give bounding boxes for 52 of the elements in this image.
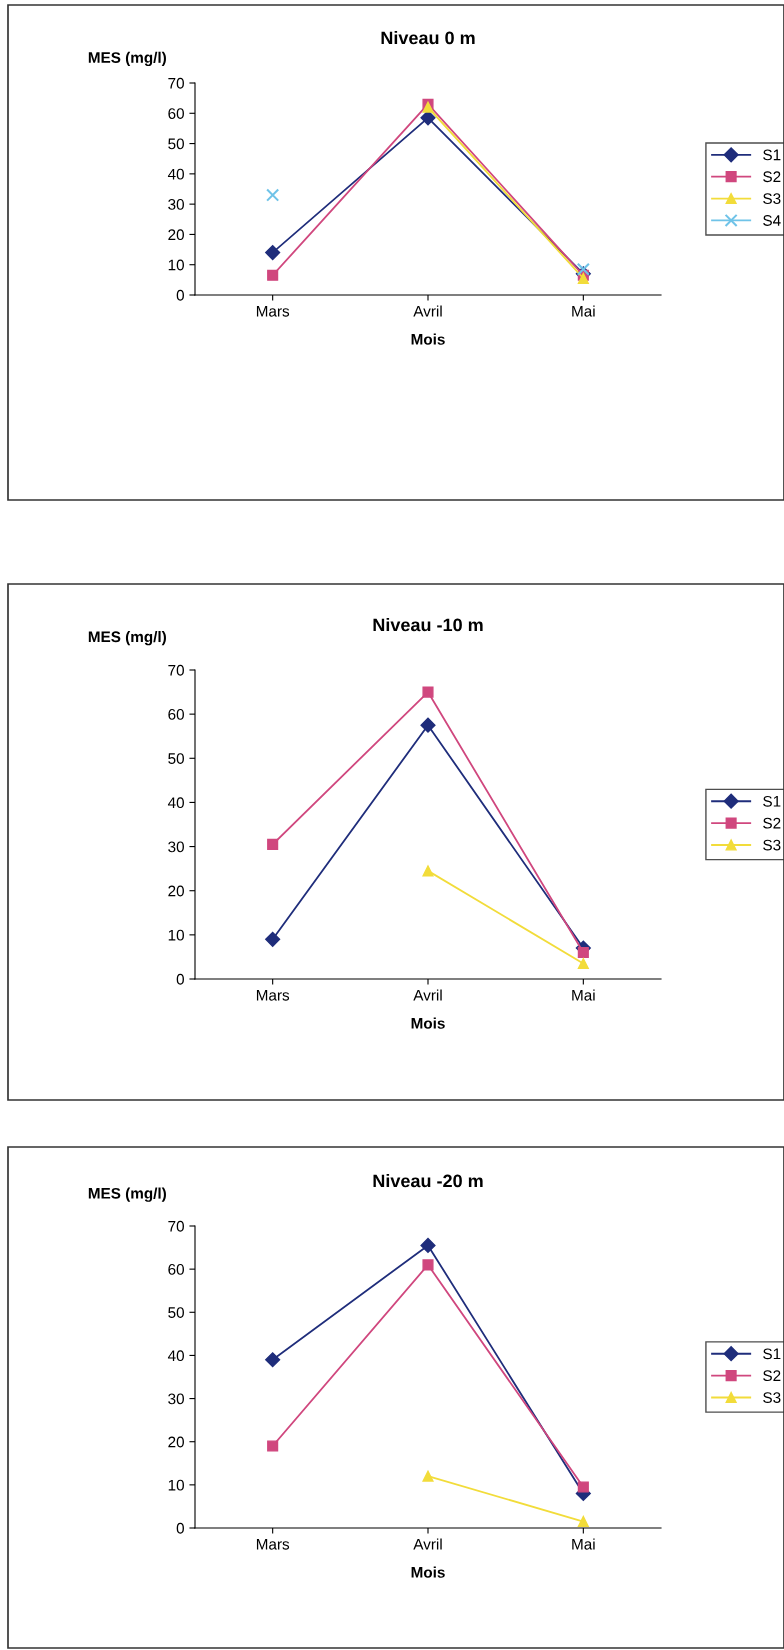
legend-label: S3	[763, 1392, 781, 1403]
y-tick-label: 50	[168, 138, 184, 150]
x-tick-label: Mars	[256, 1538, 290, 1550]
y-tick-label: 30	[168, 841, 184, 853]
y-tick-label: 70	[168, 77, 184, 89]
y-tick-label: 30	[168, 199, 184, 210]
legend-label: S1	[763, 795, 781, 807]
y-tick-label: 60	[168, 108, 184, 119]
y-tick-label: 60	[168, 709, 184, 720]
y-axis-title: MES (mg/l)	[88, 1187, 166, 1202]
y-tick-label: 0	[176, 1522, 184, 1534]
legend-label: S2	[763, 171, 781, 183]
y-tick-label: 40	[167, 797, 184, 809]
legend-label: S2	[763, 817, 781, 829]
x-tick-label: Mai	[572, 1538, 595, 1550]
y-tick-label: 20	[168, 1436, 184, 1448]
x-axis-title: Mois	[411, 333, 445, 345]
chart-title: Niveau 0 m	[381, 31, 475, 45]
chart-title: Niveau -20 m	[373, 1174, 483, 1188]
y-tick-label: 10	[168, 259, 184, 271]
x-axis-title: Mois	[411, 1566, 445, 1578]
y-tick-label: 0	[176, 289, 184, 301]
chart-title: Niveau -10 m	[373, 618, 483, 632]
x-tick-label: Avril	[413, 989, 442, 1001]
y-tick-label: 10	[168, 1479, 184, 1491]
legend-label: S2	[763, 1370, 781, 1382]
y-tick-label: 50	[168, 753, 184, 764]
y-tick-label: 20	[168, 885, 184, 897]
y-tick-label: 20	[168, 229, 184, 241]
legend-label: S1	[763, 1348, 781, 1360]
x-tick-label: Mai	[572, 305, 595, 317]
y-tick-label: 10	[168, 929, 184, 941]
x-tick-label: Avril	[413, 305, 442, 317]
y-tick-label: 70	[168, 664, 184, 676]
legend-label: S3	[763, 839, 781, 851]
x-tick-label: Avril	[413, 1538, 442, 1550]
x-tick-label: Mars	[256, 305, 290, 317]
y-tick-label: 30	[168, 1393, 184, 1405]
x-axis-title: Mois	[411, 1017, 445, 1029]
y-tick-label: 60	[168, 1264, 184, 1275]
y-tick-label: 40	[167, 168, 184, 180]
y-tick-label: 40	[167, 1350, 184, 1362]
y-tick-label: 70	[168, 1220, 184, 1232]
legend-label: S3	[763, 193, 781, 205]
x-tick-label: Mai	[572, 989, 595, 1001]
y-tick-label: 0	[176, 973, 184, 985]
x-tick-label: Mars	[256, 989, 290, 1001]
y-tick-label: 50	[168, 1307, 184, 1318]
y-axis-title: MES (mg/l)	[88, 630, 166, 646]
legend-label: S1	[763, 149, 781, 161]
y-axis-title: MES (mg/l)	[88, 51, 166, 67]
legend-label: S4	[763, 215, 781, 226]
